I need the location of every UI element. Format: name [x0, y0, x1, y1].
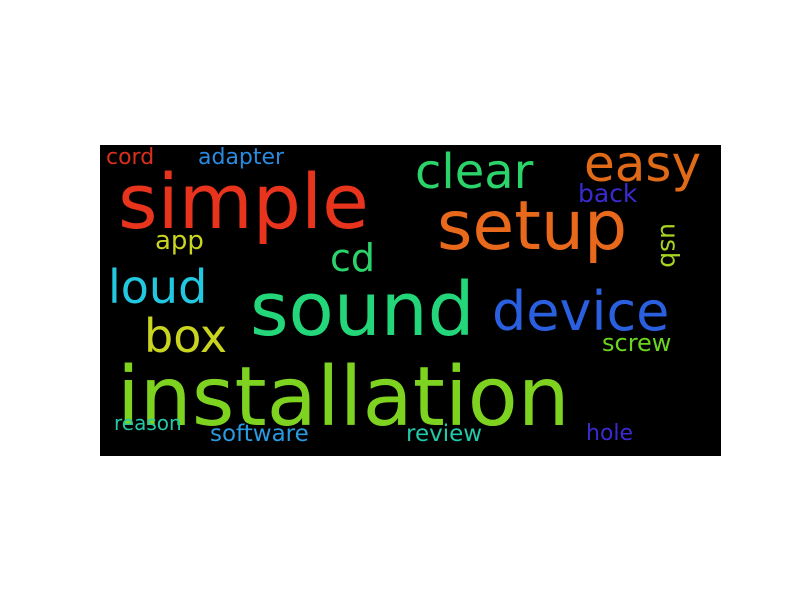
word-loud: loud	[108, 260, 208, 314]
word-easy: easy	[584, 145, 702, 193]
word-hole: hole	[586, 421, 634, 446]
word-cord: cord	[106, 145, 155, 170]
word-simple: simple	[118, 157, 369, 246]
word-back: back	[578, 179, 638, 208]
word-usb: usb	[655, 223, 684, 268]
word-cloud: installation sound simple setup device c…	[100, 145, 721, 456]
word-setup: setup	[437, 187, 628, 266]
word-review: review	[406, 421, 483, 447]
word-box: box	[144, 309, 228, 363]
word-reason: reason	[114, 411, 182, 435]
word-screw: screw	[602, 329, 672, 357]
word-cd: cd	[330, 236, 376, 280]
word-sound: sound	[250, 267, 475, 353]
word-adapter: adapter	[198, 145, 285, 170]
word-installation: installation	[117, 350, 570, 445]
word-clear: clear	[415, 145, 534, 200]
word-device: device	[492, 280, 670, 343]
word-app: app	[155, 226, 204, 256]
word-software: software	[210, 421, 309, 447]
